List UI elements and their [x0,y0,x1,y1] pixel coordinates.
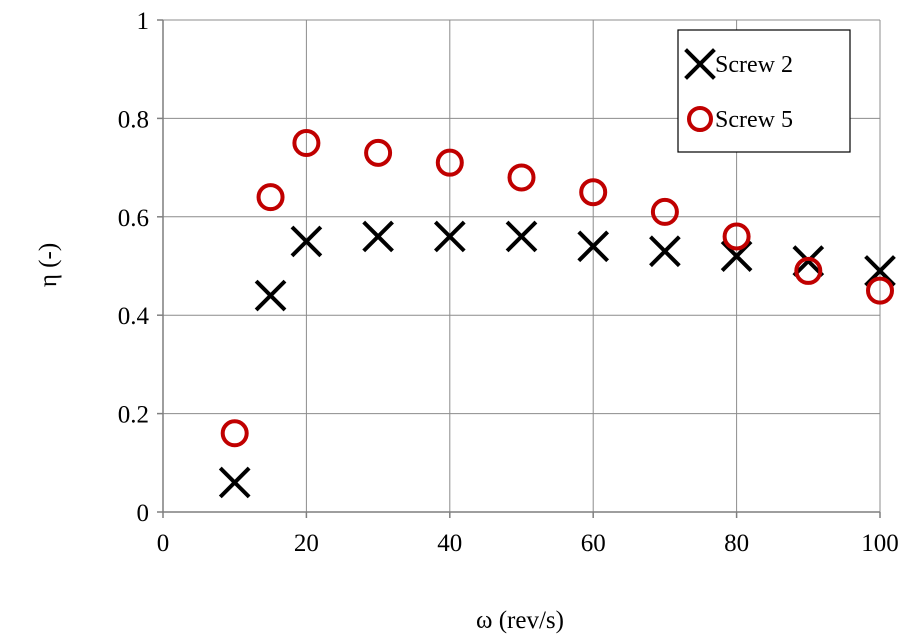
data-point [794,256,823,285]
data-point [864,255,896,287]
data-point [256,183,285,212]
data-point [435,148,464,177]
series-screw-2 [218,220,896,499]
data-point [579,178,608,207]
data-point [218,466,251,499]
x-axis-label: ω (rev/s) [476,607,564,634]
legend-label: Screw 2 [715,52,793,78]
data-point [254,279,287,312]
data-point [220,419,249,448]
y-tick-label: 0.8 [118,106,149,133]
y-axis-label: η (-) [35,243,62,287]
y-tick-label: 0.2 [118,402,149,429]
legend-marker [684,48,716,80]
y-tick-labels: 0 0.2 0.4 0.6 0.8 1 [118,8,150,527]
data-point [866,276,894,305]
axes [157,19,881,518]
x-tick-label: 100 [861,530,899,557]
data-point [364,138,393,167]
data-point [507,163,536,192]
legend-marker [687,106,713,132]
y-tick-label: 0 [137,500,150,527]
x-tick-labels: 0 20 40 60 80 100 [157,530,899,557]
series-screw-5 [220,129,894,448]
x-tick-label: 40 [437,530,462,557]
data-point [720,240,753,272]
data-point [362,220,394,253]
data-point [649,235,681,268]
y-tick-label: 0.6 [118,205,149,232]
data-point [505,220,538,253]
x-tick-label: 80 [724,530,749,557]
legend-entry: Screw 2 [684,48,793,80]
data-point [292,129,321,157]
data-marks [218,129,896,499]
data-point [722,222,751,251]
x-tick-label: 20 [294,530,319,557]
data-point [650,197,679,226]
legend-entry: Screw 5 [687,106,793,133]
data-point [433,220,466,253]
y-tick-label: 0.4 [118,303,150,330]
legend-box [677,29,851,153]
legend: Screw 2 Screw 5 [677,29,851,153]
data-point [290,225,323,258]
y-tick-label: 1 [137,8,150,35]
data-point [577,230,610,263]
x-tick-label: 0 [157,530,170,557]
legend-label: Screw 5 [715,107,793,133]
x-tick-label: 60 [581,530,606,557]
data-point [792,245,825,277]
